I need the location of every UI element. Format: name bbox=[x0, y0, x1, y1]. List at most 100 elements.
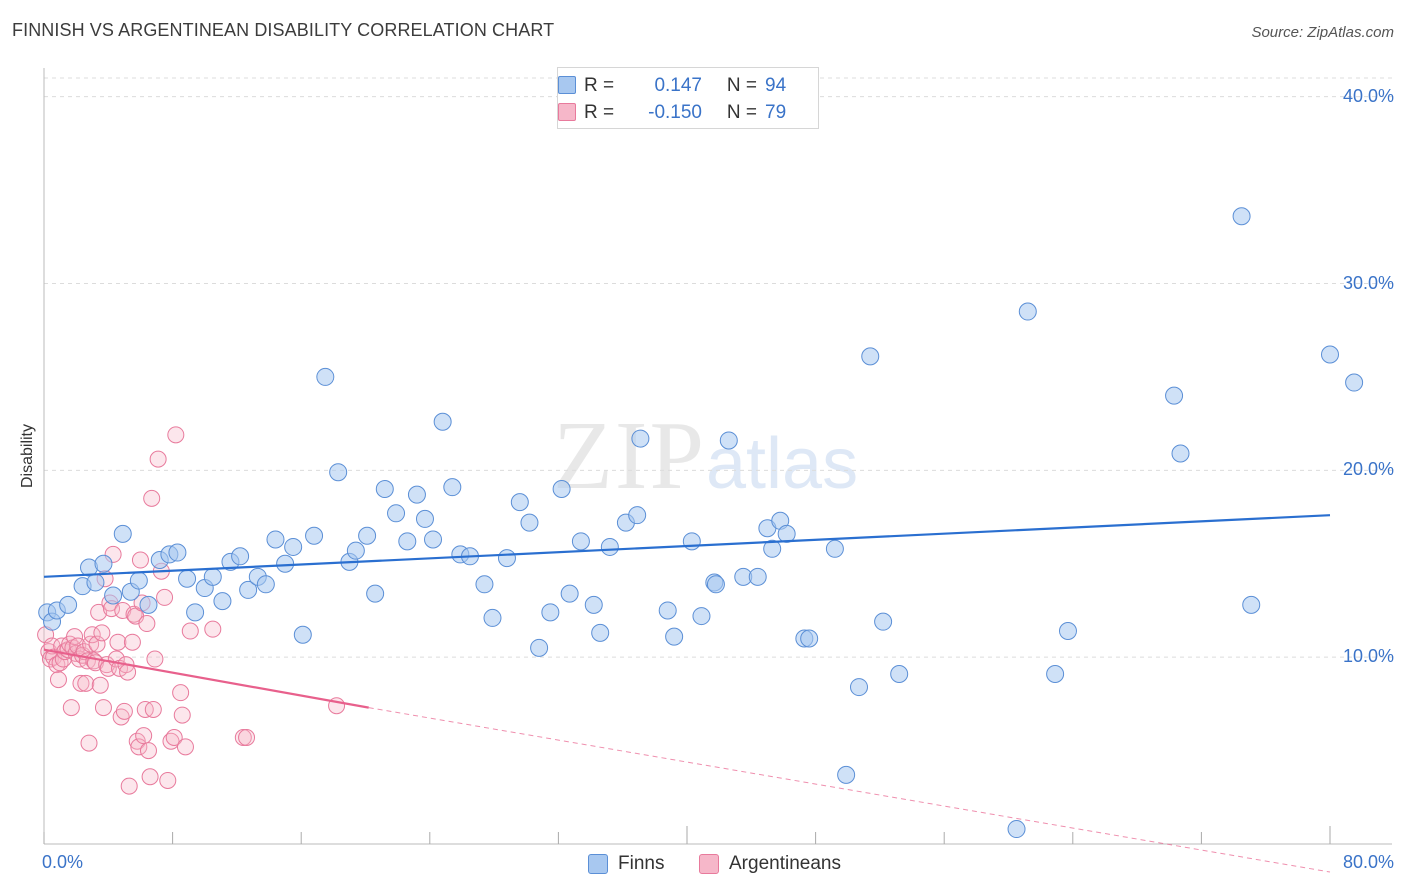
argentinean-point bbox=[156, 588, 174, 606]
x-tick-label-max: 80.0% bbox=[1342, 852, 1394, 872]
finn-point bbox=[510, 493, 529, 512]
legend-r-label: R = bbox=[584, 75, 615, 96]
finn-point bbox=[139, 595, 158, 614]
argentinean-point bbox=[112, 708, 130, 726]
finn-point bbox=[178, 569, 197, 588]
legend-n-label: N = bbox=[726, 75, 757, 96]
finn-point bbox=[600, 537, 619, 556]
finn-point bbox=[398, 532, 417, 551]
finn-point bbox=[497, 549, 516, 568]
finn-point bbox=[59, 595, 78, 614]
argentinean-point bbox=[130, 738, 148, 756]
y-tick-label-40: 40.0% bbox=[1342, 85, 1394, 106]
finn-point bbox=[1046, 664, 1065, 683]
argentinean-point bbox=[90, 603, 108, 621]
finns-legend-label: Finns bbox=[618, 853, 665, 874]
argentinean-point bbox=[159, 771, 177, 789]
finn-point bbox=[346, 541, 365, 560]
legend-n-value: 79 bbox=[765, 102, 787, 123]
argentinean-point bbox=[139, 742, 157, 760]
finn-point bbox=[1018, 302, 1037, 321]
finn-point bbox=[850, 678, 869, 697]
chart-title: FINNISH VS ARGENTINEAN DISABILITY CORREL… bbox=[12, 20, 555, 40]
argentinean-point bbox=[176, 738, 194, 756]
finn-point bbox=[239, 580, 258, 599]
finns-swatch bbox=[558, 76, 576, 94]
finn-point bbox=[591, 623, 610, 642]
argentinean-point bbox=[77, 674, 95, 692]
finn-point bbox=[443, 478, 462, 497]
finn-point bbox=[682, 532, 701, 551]
finn-point bbox=[213, 592, 232, 611]
argentineans-legend-label: Argentineans bbox=[729, 853, 841, 874]
finn-point bbox=[1058, 622, 1077, 641]
trend-lines bbox=[43, 514, 1331, 873]
finn-point bbox=[305, 526, 324, 545]
finns-legend-swatch bbox=[588, 854, 608, 874]
finn-point bbox=[541, 603, 560, 622]
finn-point bbox=[631, 429, 650, 448]
finn-point bbox=[256, 575, 275, 594]
argentinean-point bbox=[94, 699, 112, 717]
finn-point bbox=[1171, 444, 1190, 463]
argentinean-point bbox=[144, 700, 162, 718]
argentinean-point bbox=[93, 624, 111, 642]
finn-point bbox=[571, 532, 590, 551]
argentinean-point bbox=[66, 628, 84, 646]
finn-point bbox=[692, 607, 711, 626]
argentinean-point bbox=[173, 706, 191, 724]
argentinean-point bbox=[138, 615, 156, 633]
finn-point bbox=[584, 595, 603, 614]
argentineans-trend-line bbox=[43, 648, 369, 709]
finn-point bbox=[104, 586, 123, 605]
gridlines bbox=[44, 77, 1392, 658]
finn-point bbox=[748, 567, 767, 586]
watermark-zip: ZIP bbox=[553, 402, 706, 510]
argentinean-point bbox=[165, 729, 183, 747]
argentineans-trend-extension bbox=[368, 707, 1331, 873]
finn-point bbox=[825, 539, 844, 558]
finn-point bbox=[665, 627, 684, 646]
finn-point bbox=[276, 554, 295, 573]
finn-point bbox=[520, 513, 539, 532]
finn-point bbox=[407, 485, 426, 504]
legend-row-argentineans: R = -0.150 N = 79 bbox=[558, 100, 787, 126]
argentinean-point bbox=[120, 777, 138, 795]
argentinean-point bbox=[238, 729, 256, 747]
argentinean-point bbox=[109, 633, 127, 651]
finn-point bbox=[837, 765, 856, 784]
argentinean-point bbox=[123, 633, 141, 651]
finn-point bbox=[1007, 820, 1026, 839]
y-tick-label-20: 20.0% bbox=[1342, 459, 1394, 480]
argentinean-point bbox=[131, 551, 149, 569]
argentinean-point bbox=[135, 727, 153, 745]
finn-point bbox=[366, 584, 385, 603]
finn-point bbox=[113, 524, 132, 543]
finn-point bbox=[231, 547, 250, 566]
argentinean-point bbox=[172, 684, 190, 702]
argentinean-point bbox=[167, 426, 185, 444]
legend-item-argentineans: Argentineans bbox=[699, 850, 841, 878]
legend-r-value: 0.147 bbox=[654, 75, 702, 96]
finn-point bbox=[706, 575, 725, 594]
x-tick-label-min: 0.0% bbox=[42, 852, 84, 872]
legend-r-value: -0.150 bbox=[648, 102, 702, 123]
argentinean-point bbox=[80, 734, 98, 752]
finn-point bbox=[129, 571, 148, 590]
finn-point bbox=[284, 537, 303, 556]
finn-point bbox=[1165, 386, 1184, 405]
argentinean-point bbox=[88, 635, 106, 653]
finn-point bbox=[658, 601, 677, 620]
finn-point bbox=[424, 530, 443, 549]
finn-point bbox=[387, 504, 406, 523]
finn-point bbox=[433, 412, 452, 431]
finn-point bbox=[1321, 345, 1339, 364]
argentinean-point bbox=[204, 620, 222, 638]
argentineans-swatch bbox=[558, 103, 576, 121]
finn-point bbox=[628, 506, 647, 525]
argentinean-point bbox=[62, 699, 80, 717]
y-tick-label-30: 30.0% bbox=[1342, 272, 1394, 293]
finn-point bbox=[763, 539, 782, 558]
finn-point bbox=[475, 575, 494, 594]
